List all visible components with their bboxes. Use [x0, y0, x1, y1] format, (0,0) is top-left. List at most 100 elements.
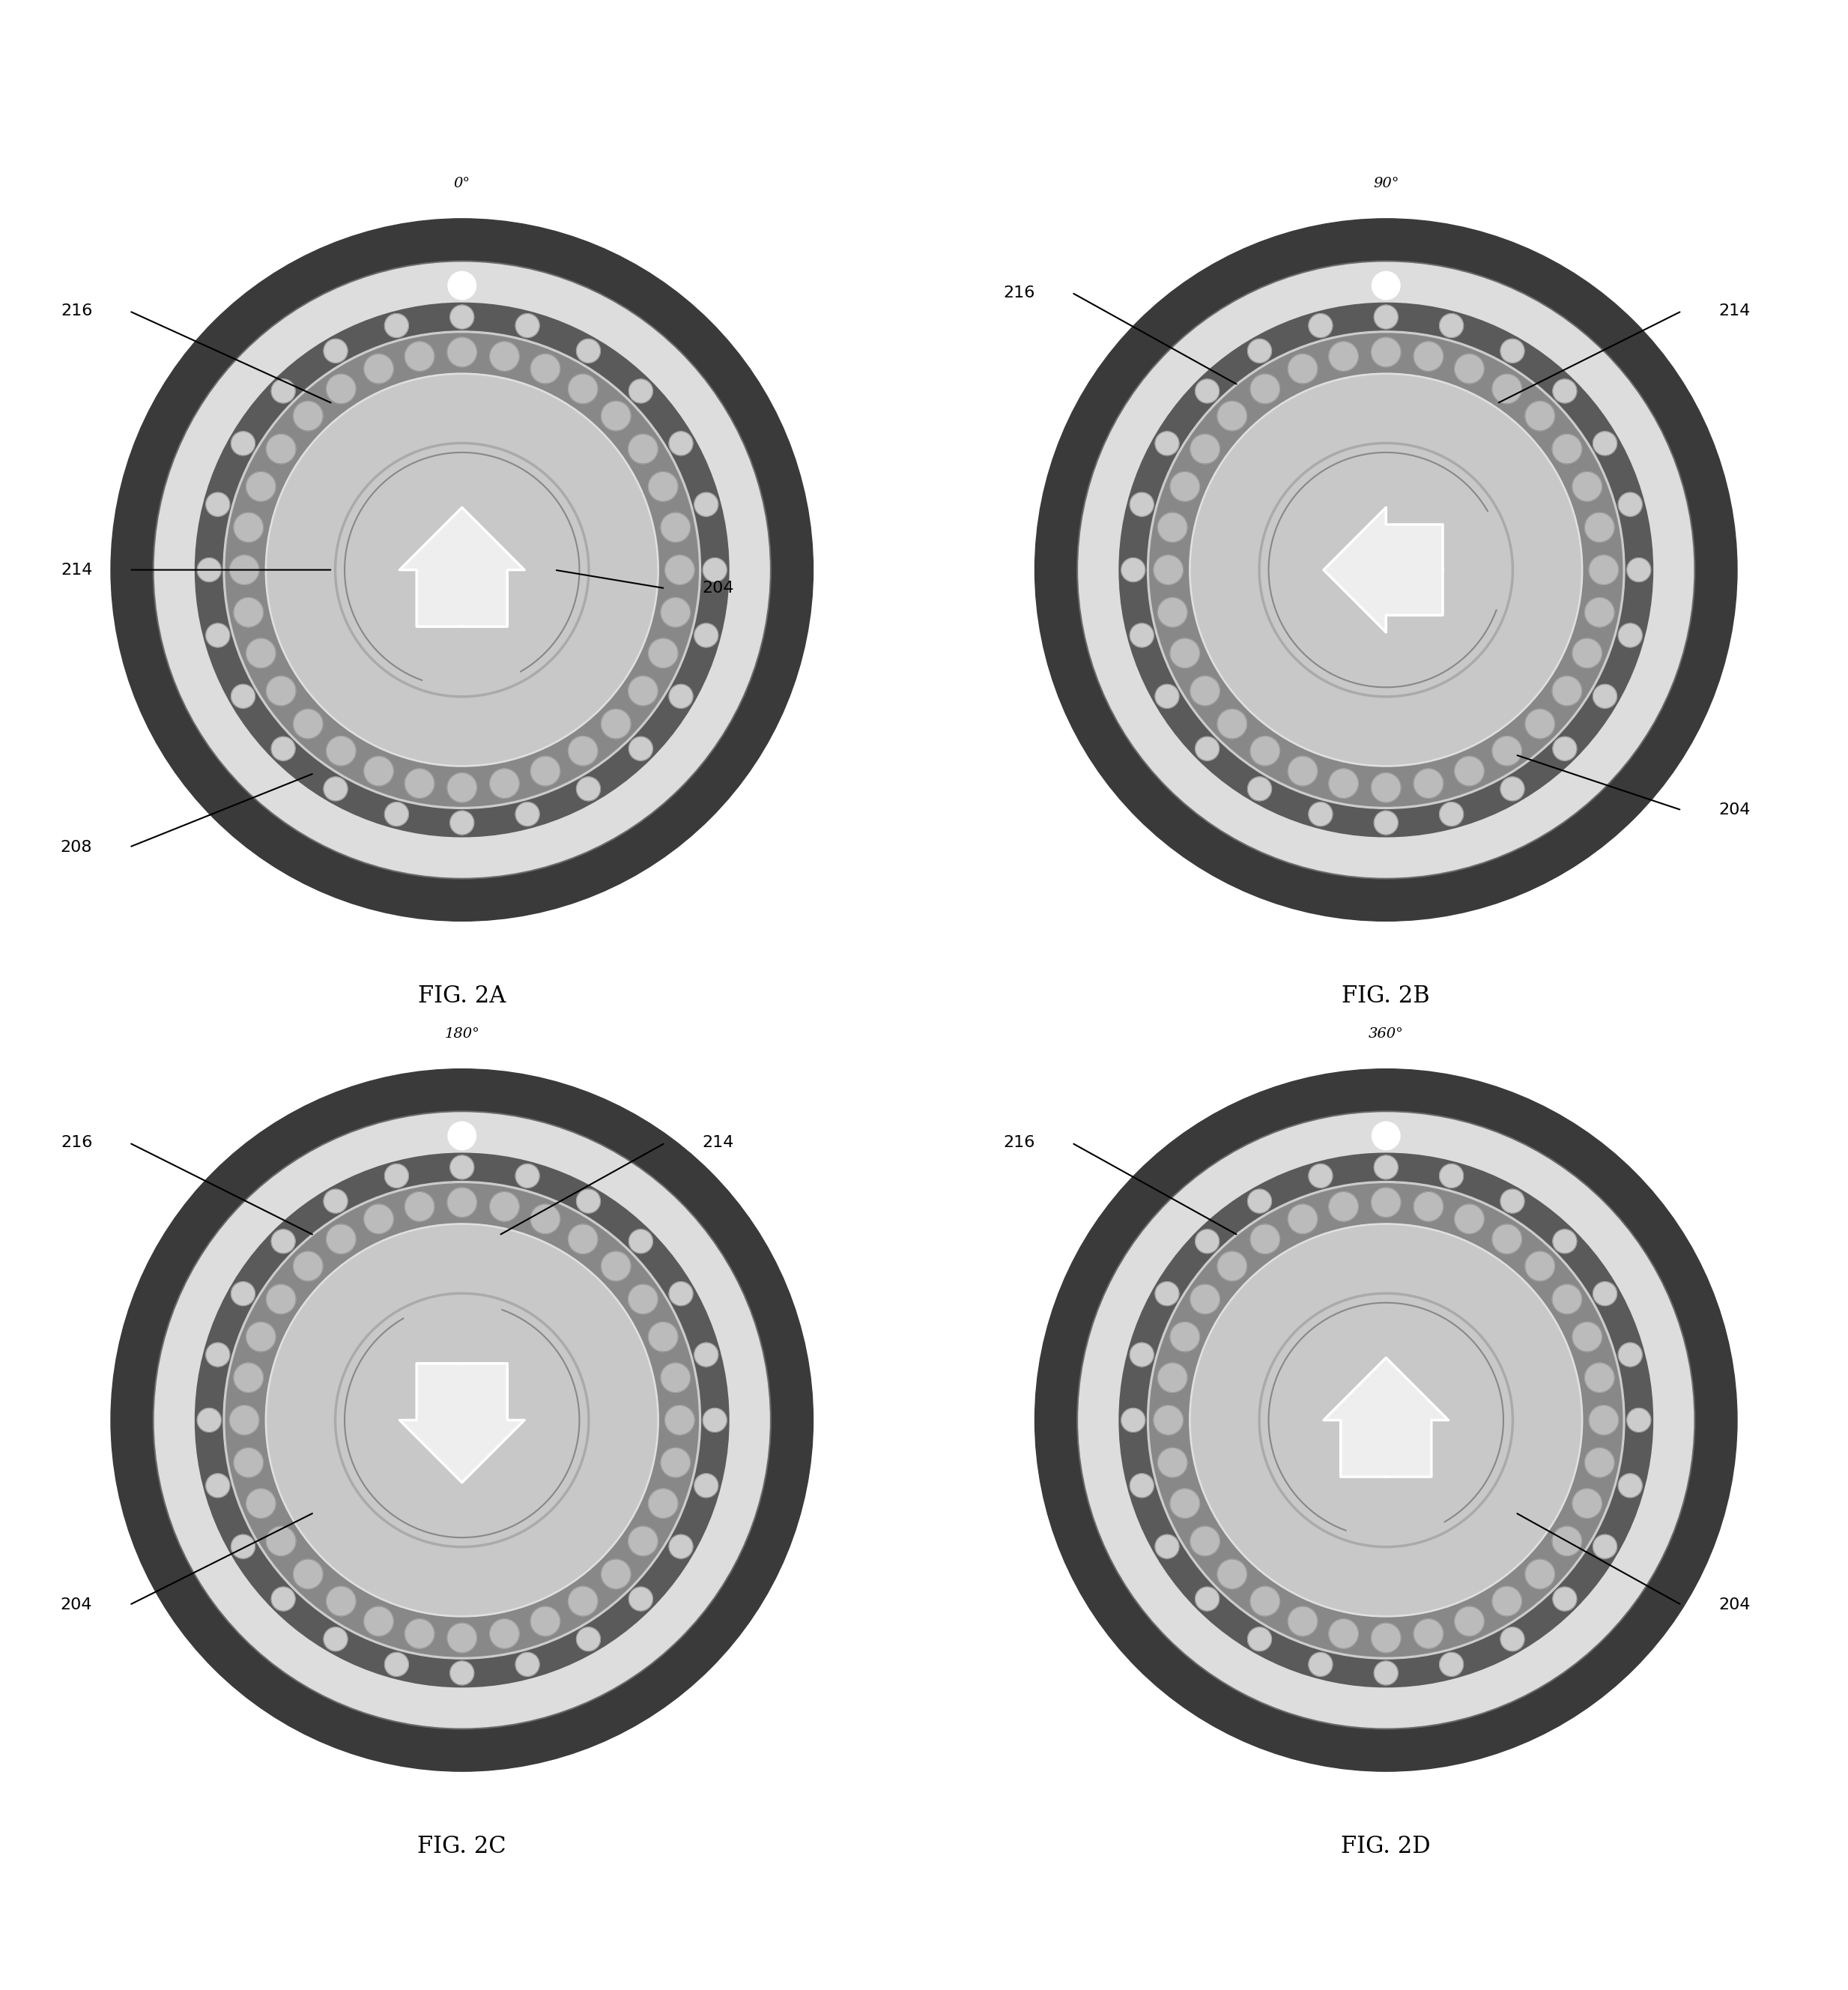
Circle shape [1626, 557, 1650, 581]
Circle shape [405, 1192, 434, 1222]
Circle shape [1329, 768, 1358, 798]
Circle shape [1491, 1224, 1521, 1254]
Circle shape [1454, 354, 1484, 384]
Circle shape [1129, 1475, 1153, 1498]
Circle shape [1077, 1110, 1695, 1729]
Circle shape [628, 677, 658, 706]
Circle shape [702, 557, 726, 581]
Circle shape [323, 338, 347, 362]
Circle shape [601, 1252, 630, 1282]
Circle shape [695, 1343, 719, 1367]
Circle shape [1170, 1321, 1199, 1351]
Circle shape [111, 1069, 813, 1771]
Circle shape [1190, 1284, 1220, 1313]
Circle shape [669, 1534, 693, 1558]
Circle shape [628, 736, 652, 760]
Circle shape [229, 1405, 259, 1435]
Circle shape [233, 1363, 262, 1393]
Circle shape [1288, 756, 1318, 786]
Circle shape [1192, 376, 1580, 764]
Circle shape [1247, 338, 1271, 362]
Circle shape [1120, 1154, 1652, 1688]
Circle shape [1129, 1343, 1153, 1367]
Circle shape [272, 736, 296, 760]
Circle shape [530, 1204, 560, 1234]
Circle shape [153, 1110, 771, 1729]
Circle shape [1190, 434, 1220, 464]
Circle shape [662, 1449, 691, 1477]
Circle shape [225, 334, 699, 806]
Circle shape [1155, 685, 1179, 708]
Circle shape [1170, 639, 1199, 669]
Circle shape [490, 768, 519, 798]
Circle shape [1218, 402, 1247, 430]
Circle shape [1501, 1628, 1525, 1652]
Circle shape [1371, 1188, 1401, 1218]
Circle shape [1288, 1204, 1318, 1234]
Circle shape [1586, 1363, 1615, 1393]
Circle shape [628, 434, 658, 464]
Circle shape [272, 1230, 296, 1254]
Text: 216: 216 [61, 1136, 92, 1150]
Circle shape [1371, 271, 1401, 300]
Circle shape [1371, 1122, 1401, 1150]
Circle shape [490, 1620, 519, 1648]
Circle shape [364, 756, 394, 786]
Circle shape [1251, 1586, 1281, 1616]
Polygon shape [399, 1363, 525, 1483]
Circle shape [231, 432, 255, 456]
Circle shape [628, 1230, 652, 1254]
Circle shape [1035, 219, 1737, 921]
Circle shape [1552, 1284, 1582, 1313]
Text: 204: 204 [61, 1598, 92, 1612]
Circle shape [384, 1652, 408, 1676]
Circle shape [628, 1526, 658, 1556]
Circle shape [196, 1154, 728, 1688]
Circle shape [364, 1204, 394, 1234]
Circle shape [266, 434, 296, 464]
Circle shape [1501, 1190, 1525, 1214]
Circle shape [1077, 261, 1695, 880]
Circle shape [1196, 1586, 1220, 1610]
Circle shape [233, 513, 262, 541]
Text: 90°: 90° [1373, 177, 1399, 191]
Circle shape [1247, 1628, 1271, 1652]
Circle shape [490, 1192, 519, 1222]
Circle shape [567, 1224, 597, 1254]
Text: 216: 216 [61, 304, 92, 318]
Circle shape [1593, 685, 1617, 708]
Circle shape [1414, 342, 1443, 370]
Circle shape [1148, 1182, 1624, 1660]
Circle shape [1375, 304, 1397, 328]
Circle shape [196, 302, 728, 836]
Circle shape [198, 1409, 222, 1433]
Circle shape [577, 338, 601, 362]
Circle shape [1573, 639, 1602, 669]
Circle shape [384, 1164, 408, 1188]
Circle shape [530, 1606, 560, 1636]
Circle shape [490, 342, 519, 370]
Circle shape [229, 555, 259, 585]
Circle shape [1190, 677, 1220, 706]
Circle shape [628, 1586, 652, 1610]
Circle shape [1170, 1489, 1199, 1518]
Circle shape [1440, 1164, 1464, 1188]
Circle shape [1371, 338, 1401, 366]
Circle shape [327, 1224, 357, 1254]
Circle shape [567, 1586, 597, 1616]
Circle shape [665, 555, 695, 585]
Circle shape [1079, 1112, 1693, 1727]
Circle shape [268, 376, 656, 764]
Circle shape [1129, 623, 1153, 647]
Circle shape [155, 263, 769, 878]
Circle shape [1329, 1620, 1358, 1648]
Polygon shape [1323, 1357, 1449, 1477]
Circle shape [516, 802, 540, 826]
Circle shape [153, 261, 771, 880]
Circle shape [1525, 1252, 1554, 1282]
Circle shape [516, 1164, 540, 1188]
Circle shape [266, 677, 296, 706]
Text: 214: 214 [1719, 304, 1750, 318]
Circle shape [1586, 1449, 1615, 1477]
Circle shape [1586, 597, 1615, 627]
